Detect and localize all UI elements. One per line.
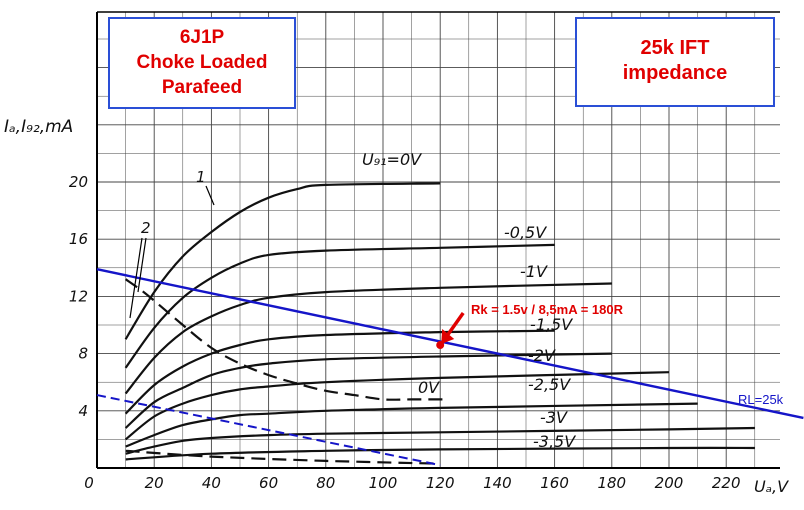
curve-anode-6	[125, 402, 698, 448]
impedance-line-2: impedance	[622, 62, 728, 84]
curve-anode-3	[124, 329, 555, 415]
x-tick-label: 80	[316, 474, 335, 492]
curve-index-label-1: 1	[196, 168, 206, 186]
curve-label: -2V	[528, 346, 556, 365]
load-line	[96, 268, 804, 420]
operating-point-label: Rk = 1.5v / 8,5mA = 180R	[471, 302, 624, 317]
curve-label: -1,5V	[530, 315, 573, 334]
x-tick-label: 180	[597, 474, 626, 492]
curve-label: U₉₁=0V	[362, 150, 422, 169]
y-tick-label: 4	[78, 402, 88, 420]
curve-anode-8	[125, 446, 755, 461]
curve-label: -3V	[540, 408, 568, 427]
x-tick-label: 120	[426, 474, 455, 492]
x-tick-label: 220	[712, 474, 741, 492]
curve-anode-4	[124, 352, 612, 429]
y-tick-label: 20	[69, 173, 88, 191]
curve-anode-1	[124, 243, 555, 369]
x-tick-label: 100	[369, 474, 398, 492]
curve-label: -3,5V	[533, 432, 576, 451]
y-tick-label: 8	[78, 345, 88, 363]
curve-screen-9	[124, 278, 446, 401]
chart-labels: Iₐ,I₉₂,mA Uₐ,V 0 20 40 60 80 100 120 140 160 180 2…	[4, 117, 789, 496]
impedance-line-1: 25k IFT	[640, 37, 710, 59]
curve-index-leader-2a	[129, 237, 143, 319]
x-tick-label: 160	[540, 474, 569, 492]
x-tick-label: 0	[84, 474, 94, 492]
y-axis-label: Iₐ,I₉₂,mA	[4, 117, 73, 137]
curve-label: -2,5V	[528, 375, 571, 394]
curve-index-label-2: 2	[141, 219, 151, 237]
curve-index-leader-2b	[137, 237, 147, 293]
x-axis-label: Uₐ,V	[754, 477, 789, 496]
title-line-1: 6J1P	[179, 27, 225, 48]
x-tick-label: 140	[483, 474, 512, 492]
y-tick-label: 16	[69, 230, 88, 248]
curve-anode-7	[125, 426, 755, 455]
curve-group	[124, 182, 755, 465]
title-box: 6J1P Choke Loaded Parafeed	[108, 17, 296, 109]
curve-index-leader-1	[205, 185, 215, 206]
x-tick-label: 20	[145, 474, 164, 492]
y-tick-label: 12	[69, 287, 88, 305]
load-lines	[96, 268, 804, 467]
curve-label: -0,5V	[504, 223, 547, 242]
title-line-2: Choke Loaded	[136, 52, 268, 73]
secondary-load-line	[96, 394, 441, 467]
curve-label: -1V	[520, 262, 548, 281]
operating-point-arrowhead	[441, 329, 455, 345]
curve-anode-0	[124, 182, 441, 340]
load-line-label: RL=25k	[738, 392, 784, 407]
title-line-3: Parafeed	[161, 77, 243, 98]
x-tick-label: 40	[202, 474, 221, 492]
curve-label: 0V	[418, 378, 440, 397]
impedance-box: 25k IFT impedance	[575, 17, 775, 107]
x-tick-label: 200	[655, 474, 684, 492]
operating-point-arrow	[444, 312, 465, 339]
x-tick-label: 60	[259, 474, 278, 492]
